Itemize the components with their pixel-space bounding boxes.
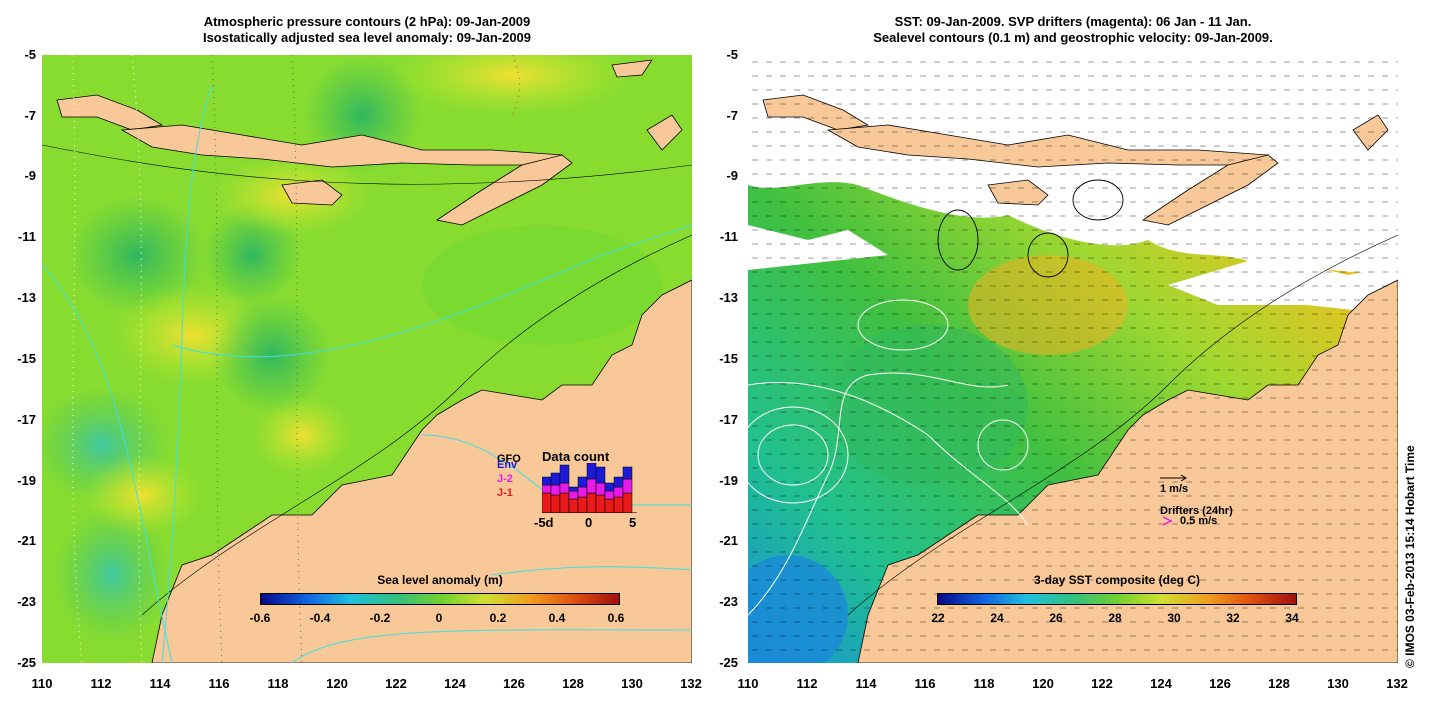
sea-level-colorbar: [260, 593, 620, 605]
y-tick-left: -9: [24, 168, 36, 183]
y-tick-right: -11: [719, 229, 738, 244]
legend-env: Env: [497, 459, 518, 471]
left-map: Sea level anomaly (m) -0.6 -0.4 -0.2 0 0…: [42, 55, 692, 663]
left-colorbar-label: 0.6: [607, 611, 625, 625]
x-tick-left: 124: [444, 676, 466, 691]
x-tick-left: 126: [503, 676, 525, 691]
sst-map: [748, 55, 1398, 663]
y-tick-right: -13: [719, 290, 738, 305]
legend-gfo: GFO: [497, 453, 521, 465]
x-tick-right: 116: [914, 676, 936, 691]
x-tick-left: 118: [267, 676, 289, 691]
y-tick-left: -15: [17, 351, 36, 366]
data-count-xlabel: -5d: [534, 515, 554, 530]
right-colorbar-label: 24: [990, 611, 1004, 625]
imos-credit: © IMOS 03-Feb-2013 15:14 Hobart Time: [1403, 445, 1417, 668]
y-tick-right: -23: [719, 594, 738, 609]
right-colorbar-label: 28: [1108, 611, 1122, 625]
x-tick-left: 128: [562, 676, 584, 691]
right-colorbar-label: 32: [1226, 611, 1240, 625]
left-colorbar-label: 0: [435, 611, 443, 625]
left-colorbar-label: 0.4: [548, 611, 566, 625]
y-tick-left: -5: [24, 47, 36, 62]
velocity-scale-label: 1 m/s: [1160, 483, 1189, 495]
y-tick-right: -17: [719, 412, 738, 427]
y-tick-left: -19: [17, 473, 36, 488]
y-tick-left: -23: [17, 594, 36, 609]
y-tick-right: -25: [719, 655, 738, 670]
right-colorbar-label: 22: [931, 611, 945, 625]
left-title-line2: Isostatically adjusted sea level anomaly…: [202, 30, 532, 45]
left-colorbar-label: -0.6: [249, 611, 271, 625]
x-tick-left: 130: [621, 676, 643, 691]
left-colorbar-title: Sea level anomaly (m): [377, 573, 503, 587]
data-count-xlabel: 5: [629, 515, 637, 530]
x-tick-right: 120: [1032, 676, 1054, 691]
left-title-line1: Atmospheric pressure contours (2 hPa): 0…: [203, 14, 531, 29]
legend-j1: J-1: [497, 487, 513, 499]
right-map: 1 m/s Drifters (24hr) 0.5 m/s 3-day SST …: [748, 55, 1398, 663]
y-tick-left: -7: [24, 108, 36, 123]
x-tick-left: 120: [326, 676, 348, 691]
x-tick-right: 128: [1268, 676, 1290, 691]
y-tick-left: -21: [17, 533, 36, 548]
y-tick-right: -15: [719, 351, 738, 366]
right-title-line1: SST: 09-Jan-2009. SVP drifters (magenta)…: [894, 14, 1252, 29]
y-tick-right: -19: [719, 473, 738, 488]
y-tick-left: -17: [17, 412, 36, 427]
x-tick-left: 112: [90, 676, 112, 691]
right-colorbar-label: 26: [1049, 611, 1063, 625]
y-tick-right: -7: [726, 108, 738, 123]
legend-j2: J-2: [497, 473, 513, 485]
right-colorbar-label: 34: [1285, 611, 1299, 625]
data-count-xlabel: 0: [585, 515, 593, 530]
sea-level-anomaly-map: [42, 55, 692, 663]
drifters-speed: 0.5 m/s: [1180, 515, 1218, 527]
left-colorbar-label: -0.4: [309, 611, 331, 625]
y-tick-right: -21: [719, 533, 738, 548]
left-colorbar-label: 0.2: [489, 611, 507, 625]
x-tick-left: 132: [680, 676, 702, 691]
x-tick-right: 114: [855, 676, 877, 691]
x-tick-left: 114: [149, 676, 171, 691]
x-tick-right: 118: [973, 676, 995, 691]
x-tick-right: 112: [796, 676, 818, 691]
x-tick-right: 126: [1209, 676, 1231, 691]
drifters-label: Drifters (24hr): [1160, 505, 1233, 517]
right-colorbar-label: 30: [1167, 611, 1181, 625]
data-count-title: Data count: [542, 449, 610, 464]
x-tick-right: 124: [1150, 676, 1172, 691]
left-colorbar-label: -0.2: [369, 611, 391, 625]
y-tick-right: -5: [726, 47, 738, 62]
y-tick-left: -13: [17, 290, 36, 305]
y-tick-left: -25: [17, 655, 36, 670]
x-tick-right: 122: [1091, 676, 1113, 691]
sst-colorbar: [937, 593, 1297, 605]
x-tick-left: 116: [208, 676, 230, 691]
y-tick-right: -9: [726, 168, 738, 183]
x-tick-right: 110: [737, 676, 759, 691]
y-tick-left: -11: [17, 229, 36, 244]
x-tick-left: 110: [31, 676, 53, 691]
x-tick-right: 132: [1386, 676, 1408, 691]
data-count-histogram: [542, 463, 637, 513]
x-tick-left: 122: [385, 676, 407, 691]
right-colorbar-title: 3-day SST composite (deg C): [1033, 573, 1201, 587]
right-title-line2: Sealevel contours (0.1 m) and geostrophi…: [873, 30, 1273, 45]
x-tick-right: 130: [1327, 676, 1349, 691]
